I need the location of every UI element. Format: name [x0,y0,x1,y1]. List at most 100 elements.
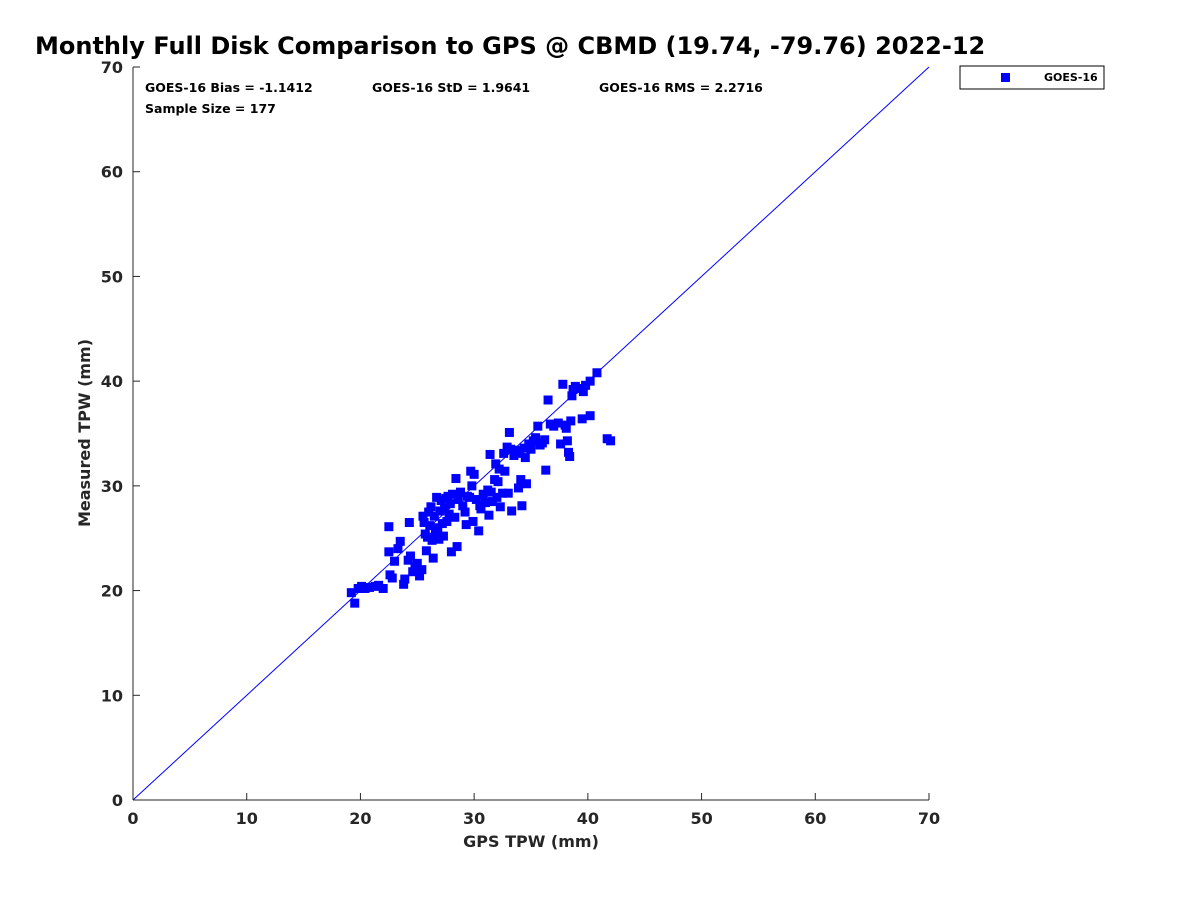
x-tick-label: 60 [804,809,826,828]
data-point [350,598,360,608]
data-point [400,574,410,584]
data-point [577,414,587,424]
data-point [365,582,375,592]
data-point [581,380,591,390]
data-point [450,512,460,522]
data-point [513,483,523,493]
data-point [565,452,575,462]
legend-box [959,65,1105,90]
data-point [424,507,434,517]
data-point [458,501,468,511]
data-point [405,551,415,561]
data-point [469,469,479,479]
y-tick-label: 50 [101,267,123,286]
y-tick-label: 20 [101,582,123,601]
chart-title: Monthly Full Disk Comparison to GPS @ CB… [35,32,985,60]
data-point [467,481,477,491]
data-point [393,544,403,554]
data-point [516,475,526,485]
data-point [486,487,496,497]
data-point [549,421,559,431]
data-point [562,436,572,446]
data-point [360,583,370,593]
data-point [452,542,462,552]
y-tick-label: 30 [101,477,123,496]
data-point [504,427,514,437]
plot-frame [132,67,929,801]
data-point [435,506,445,516]
data-point [438,531,448,541]
reference-line-layer [132,66,930,801]
x-tick-label: 40 [577,809,599,828]
legend-marker-goes16 [1001,73,1010,82]
data-point [499,448,509,458]
rms-stat: GOES-16 RMS = 2.2716 [599,80,763,95]
data-point [478,489,488,499]
data-point [507,506,517,516]
data-point [442,516,452,526]
data-point [465,492,475,502]
data-point [453,494,463,504]
data-point [468,516,478,526]
data-point [606,436,616,446]
y-tick-label: 0 [112,791,123,810]
data-point [585,376,595,386]
data-point [585,411,595,421]
data-point [476,504,486,514]
data-point [437,519,447,529]
y-axis-ticks: 0 10 20 30 40 50 60 70 [101,58,140,810]
data-point [543,395,553,405]
data-point [418,511,428,521]
data-point [444,509,454,519]
data-point [500,466,510,476]
data-point [384,522,394,532]
x-tick-label: 0 [127,809,138,828]
data-point [541,465,551,475]
data-point [443,491,453,501]
data-point [498,488,508,498]
data-point [556,439,566,449]
data-point [428,553,438,563]
data-point [481,498,491,508]
data-point [399,579,409,589]
bias-stat: GOES-16 Bias = -1.1412 [145,80,313,95]
data-point [574,383,584,393]
data-point [519,443,529,453]
x-axis-ticks: 0 10 20 30 40 50 60 70 [127,793,940,828]
y-tick-label: 40 [101,372,123,391]
data-point [567,391,577,401]
y-tick-label: 70 [101,58,123,77]
data-point [487,497,497,507]
data-point [419,518,429,528]
data-point [455,487,465,497]
data-point [387,573,397,583]
y-tick-label: 10 [101,686,123,705]
data-point [421,546,431,556]
std-stat: GOES-16 StD = 1.9641 [372,80,530,95]
x-axis-label: GPS TPW (mm) [463,832,599,851]
data-point [415,571,425,581]
x-tick-label: 30 [463,809,485,828]
data-point [378,583,388,593]
data-point [346,588,356,598]
data-point [531,433,541,443]
x-tick-label: 10 [236,809,258,828]
data-point [412,558,422,568]
data-point [517,501,527,511]
data-point [521,479,531,489]
y-axis-label: Measured TPW (mm) [75,339,94,527]
x-tick-label: 50 [690,809,712,828]
data-point [494,464,504,474]
data-point [492,492,502,502]
legend-label-goes16: GOES-16 [1044,71,1098,84]
data-point [417,565,427,575]
data-point [446,547,456,557]
data-point [423,532,433,542]
data-point [374,580,384,590]
data-point [553,418,563,428]
x-tick-label: 70 [918,809,940,828]
y-tick-label: 60 [101,163,123,182]
data-point [503,488,513,498]
data-point [471,494,481,504]
